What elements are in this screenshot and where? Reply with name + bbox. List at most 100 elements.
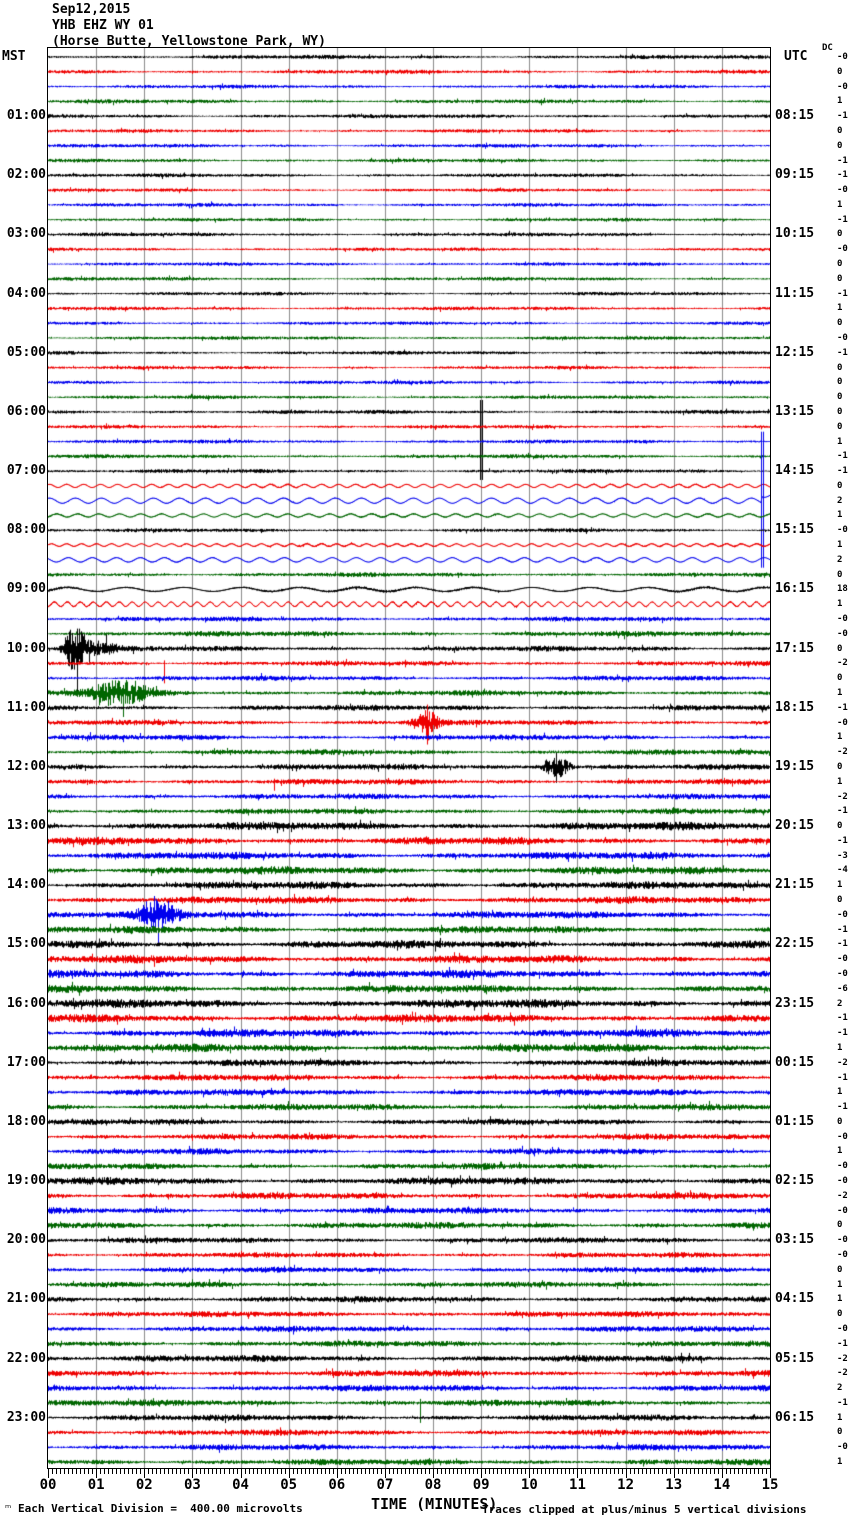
minor-tick: [100, 1469, 102, 1474]
minor-tick: [649, 1469, 651, 1474]
minor-tick: [160, 1469, 162, 1474]
major-tick: [721, 1469, 723, 1478]
dc-value: 0: [837, 761, 843, 772]
dc-value: 0: [837, 673, 843, 684]
x-axis-tick-label: 04: [232, 1477, 249, 1493]
minor-tick: [304, 1469, 306, 1474]
major-tick: [529, 1469, 531, 1478]
minor-tick: [693, 1469, 695, 1474]
dc-value: -2: [837, 791, 848, 802]
major-tick: [192, 1469, 194, 1478]
mst-hour-label: 01:00: [6, 108, 46, 124]
minor-tick: [200, 1469, 202, 1474]
dc-value: -1: [837, 1102, 848, 1113]
minor-tick: [745, 1469, 747, 1474]
minor-tick: [453, 1469, 455, 1474]
minor-tick: [396, 1469, 398, 1474]
x-axis-tick-label: 08: [424, 1477, 442, 1493]
major-tick: [433, 1469, 435, 1478]
x-axis-tick-labels: 00 01 02 03 04 05 06 07 08 09 10 11 12 13 14 15: [0, 1477, 850, 1493]
dc-value: 1: [837, 880, 843, 891]
dc-value: 0: [837, 318, 843, 329]
dc-value: -1: [837, 702, 848, 713]
minor-tick: [256, 1469, 258, 1474]
x-axis-tick-label: 11: [569, 1477, 586, 1493]
minor-tick: [388, 1469, 390, 1474]
minor-tick: [128, 1469, 130, 1474]
mst-hour-label: 12:00: [6, 758, 46, 774]
mst-hour-label: 02:00: [6, 167, 46, 183]
mst-hour-label: 21:00: [6, 1291, 46, 1307]
minor-tick: [320, 1469, 322, 1474]
dc-value: -2: [837, 658, 848, 669]
minor-tick: [409, 1469, 410, 1474]
mst-hour-label: 20:00: [6, 1232, 46, 1248]
minor-tick: [533, 1469, 535, 1474]
dc-value: -0: [837, 244, 848, 255]
dc-value: 0: [837, 480, 843, 491]
minor-tick: [749, 1469, 751, 1474]
minor-tick: [565, 1469, 567, 1474]
dc-value: -0: [837, 1205, 848, 1216]
minor-tick: [445, 1469, 447, 1474]
utc-hour-label: 19:15: [775, 758, 815, 774]
dc-value: -0: [837, 81, 848, 92]
major-tick: [144, 1469, 146, 1478]
minor-tick: [324, 1469, 326, 1474]
dc-value: -0: [837, 614, 848, 625]
dc-value: 0: [837, 1220, 843, 1231]
minor-tick: [372, 1469, 374, 1474]
utc-hour-label: 22:15: [775, 936, 815, 952]
major-tick: [770, 1469, 771, 1478]
minor-tick: [629, 1469, 631, 1474]
dc-value: 2: [837, 495, 843, 506]
dc-value: -1: [837, 170, 848, 181]
minor-tick: [461, 1469, 463, 1474]
minor-tick: [264, 1469, 266, 1474]
major-tick: [96, 1469, 98, 1478]
mst-hour-label: 13:00: [6, 818, 46, 834]
minor-tick: [689, 1469, 691, 1474]
minor-tick: [368, 1469, 370, 1474]
clip-note: Traces clipped at plus/minus 5 vertical …: [482, 1503, 807, 1516]
minor-tick: [72, 1469, 74, 1474]
minor-tick: [697, 1469, 699, 1474]
seismogram-traces-canvas: [48, 48, 770, 1468]
minor-tick: [677, 1469, 679, 1474]
dc-value: 2: [837, 1383, 843, 1394]
minor-tick: [729, 1469, 731, 1474]
dc-value: 1: [837, 510, 843, 521]
minor-tick: [469, 1469, 471, 1474]
dc-value: 0: [837, 1309, 843, 1320]
minor-tick: [501, 1469, 503, 1474]
dc-value: -0: [837, 185, 848, 196]
dc-value: 0: [837, 421, 843, 432]
dc-value: -2: [837, 1190, 848, 1201]
dc-value: 1: [837, 687, 843, 698]
minor-tick: [292, 1469, 294, 1474]
dc-value: 1: [837, 96, 843, 107]
minor-tick: [92, 1469, 94, 1474]
minor-tick: [477, 1469, 479, 1474]
x-axis-tick-label: 12: [617, 1477, 635, 1493]
utc-hour-label: 02:15: [775, 1173, 815, 1189]
minor-tick: [757, 1469, 759, 1474]
dc-value: -0: [837, 1323, 848, 1334]
minor-tick: [569, 1469, 571, 1474]
minor-tick: [705, 1469, 707, 1474]
minor-tick: [645, 1469, 647, 1474]
dc-value: 0: [837, 643, 843, 654]
minor-tick: [280, 1469, 282, 1474]
dc-value: 0: [837, 377, 843, 388]
x-axis-title: TIME (MINUTES): [371, 1495, 498, 1513]
minor-tick: [272, 1469, 274, 1474]
minor-tick: [437, 1469, 439, 1474]
minor-tick: [116, 1469, 118, 1474]
dc-value: -0: [837, 954, 848, 965]
dc-value: -2: [837, 1368, 848, 1379]
utc-hour-label: 04:15: [775, 1291, 815, 1307]
dc-value: 0: [837, 259, 843, 270]
minor-tick: [665, 1469, 667, 1474]
mst-hour-label: 18:00: [6, 1113, 46, 1129]
minor-tick: [52, 1469, 53, 1474]
